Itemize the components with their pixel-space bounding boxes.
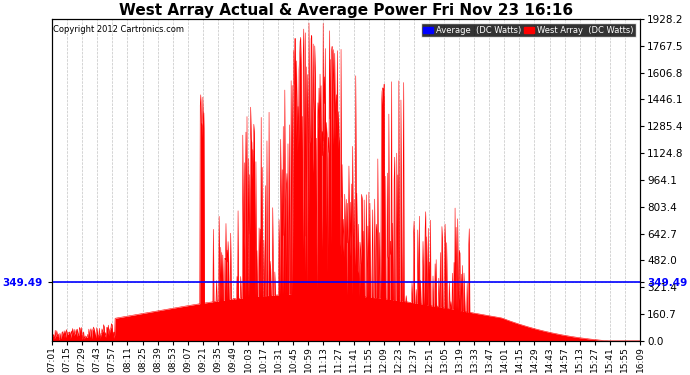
Legend: Average  (DC Watts), West Array  (DC Watts): Average (DC Watts), West Array (DC Watts…: [421, 23, 636, 37]
Text: Copyright 2012 Cartronics.com: Copyright 2012 Cartronics.com: [53, 26, 184, 34]
Title: West Array Actual & Average Power Fri Nov 23 16:16: West Array Actual & Average Power Fri No…: [119, 3, 573, 18]
